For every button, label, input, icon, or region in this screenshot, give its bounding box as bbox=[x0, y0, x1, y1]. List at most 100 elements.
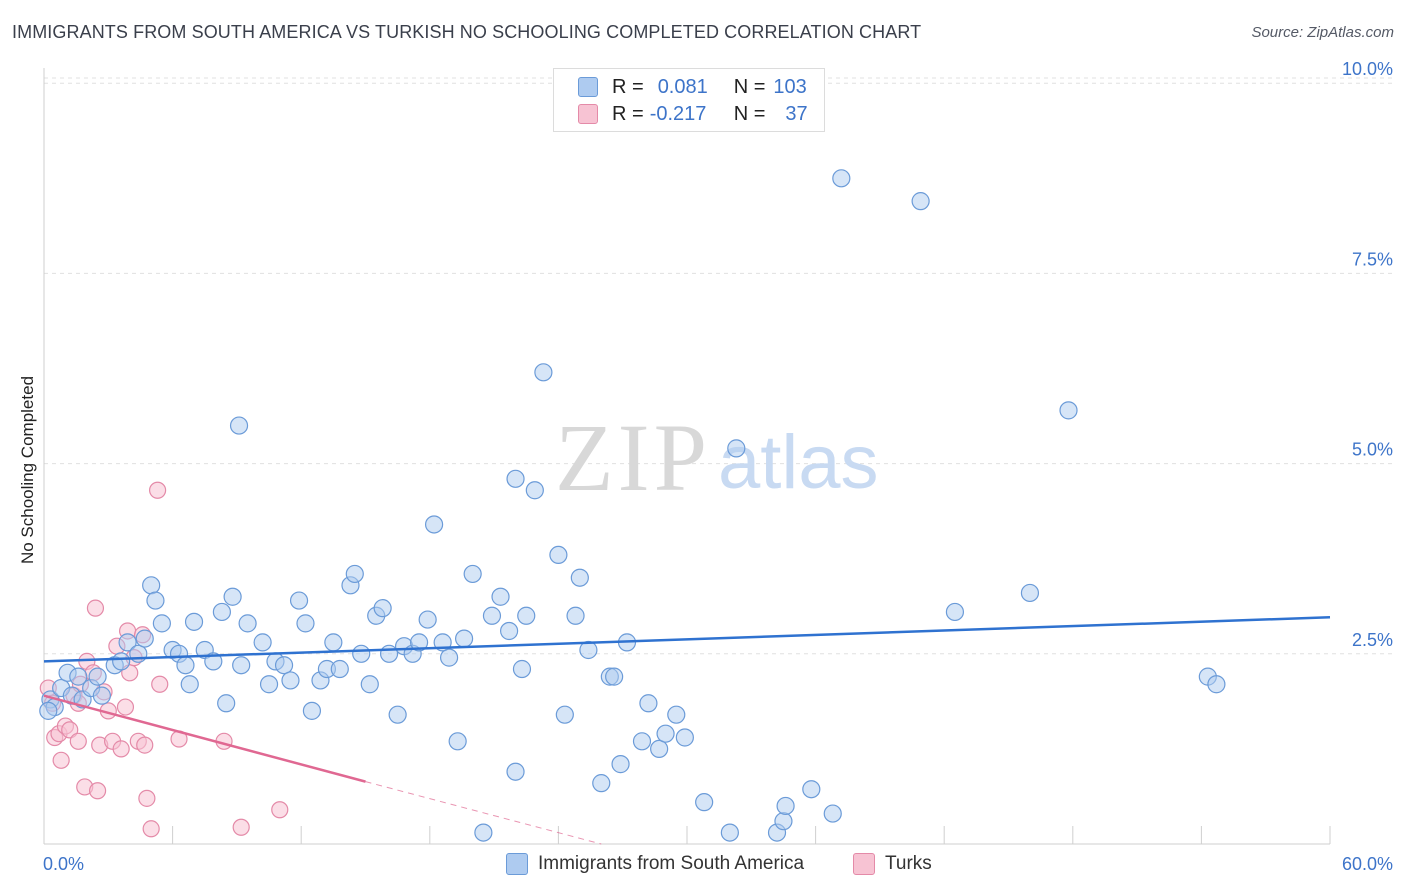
grid-lines bbox=[44, 77, 1392, 655]
data-point-immigrants bbox=[360, 675, 379, 694]
legend-n-value: 103 bbox=[773, 75, 807, 98]
data-point-turks bbox=[86, 599, 105, 617]
data-point-immigrants bbox=[823, 804, 842, 823]
data-point-immigrants bbox=[525, 481, 544, 500]
data-point-immigrants bbox=[774, 812, 793, 831]
trend-lines bbox=[43, 616, 1331, 845]
data-point-turks bbox=[136, 736, 154, 754]
data-point-immigrants bbox=[911, 192, 930, 211]
data-point-immigrants bbox=[281, 671, 300, 690]
data-point-immigrants bbox=[373, 599, 392, 618]
data-point-immigrants bbox=[491, 587, 510, 606]
series-immigrants-points bbox=[39, 169, 1226, 842]
data-point-immigrants bbox=[212, 602, 231, 622]
legend-row-turks: R = -0.217 N = 37 bbox=[578, 102, 808, 126]
data-point-immigrants bbox=[409, 633, 429, 652]
data-point-immigrants bbox=[88, 667, 107, 686]
data-point-immigrants bbox=[129, 644, 148, 663]
data-point-immigrants bbox=[1059, 401, 1078, 420]
data-point-immigrants bbox=[229, 416, 249, 435]
correlation-legend: R = 0.081 N = 103 R = -0.217 N = 37 bbox=[553, 68, 825, 132]
data-point-immigrants bbox=[720, 823, 739, 842]
data-point-immigrants bbox=[289, 591, 309, 610]
data-point-immigrants bbox=[345, 564, 364, 584]
data-point-immigrants bbox=[695, 793, 714, 812]
x-tick-label: 0.0% bbox=[43, 854, 84, 874]
data-point-immigrants bbox=[592, 774, 611, 793]
data-point-immigrants bbox=[232, 656, 251, 675]
data-point-turks bbox=[69, 732, 87, 750]
data-point-turks bbox=[148, 481, 167, 499]
data-point-immigrants bbox=[611, 755, 630, 774]
data-point-immigrants bbox=[482, 606, 502, 625]
data-point-immigrants bbox=[506, 762, 525, 781]
data-point-immigrants bbox=[802, 780, 821, 799]
data-point-turks bbox=[112, 740, 130, 758]
data-point-immigrants bbox=[69, 667, 88, 686]
data-point-immigrants bbox=[500, 621, 519, 641]
data-point-immigrants bbox=[39, 701, 58, 720]
data-point-immigrants bbox=[727, 439, 746, 458]
data-point-turks bbox=[271, 801, 289, 819]
data-point-immigrants bbox=[238, 614, 257, 633]
bottom-legend-swatch-pink bbox=[853, 853, 875, 875]
data-point-immigrants bbox=[146, 591, 165, 610]
data-point-immigrants bbox=[379, 644, 399, 663]
x-tick-label: 60.0% bbox=[1342, 854, 1393, 874]
data-point-immigrants bbox=[176, 656, 195, 675]
data-point-immigrants bbox=[566, 606, 585, 625]
tick-labels: 2.5% 5.0% 7.5% 10.0% 0.0% 60.0% bbox=[43, 59, 1393, 874]
bottom-legend-swatch-blue bbox=[506, 853, 528, 875]
legend-r-value: -0.217 bbox=[649, 102, 707, 125]
data-point-turks bbox=[232, 818, 250, 836]
data-point-immigrants bbox=[184, 612, 204, 631]
chart-title: IMMIGRANTS FROM SOUTH AMERICA VS TURKISH… bbox=[12, 22, 922, 42]
data-point-immigrants bbox=[534, 363, 553, 382]
data-point-immigrants bbox=[463, 564, 482, 584]
data-point-immigrants bbox=[352, 644, 371, 663]
data-point-immigrants bbox=[180, 675, 199, 694]
data-point-turks bbox=[138, 789, 156, 807]
legend-swatch-pink bbox=[578, 104, 598, 124]
data-point-immigrants bbox=[448, 732, 467, 751]
data-point-immigrants bbox=[632, 732, 652, 751]
data-point-immigrants bbox=[776, 796, 795, 816]
legend-r-label: R = bbox=[612, 75, 644, 98]
data-point-immigrants bbox=[142, 576, 161, 595]
y-axis-label: No Schooling Completed bbox=[18, 375, 37, 565]
data-point-turks bbox=[52, 751, 70, 769]
data-point-immigrants bbox=[302, 701, 322, 720]
data-point-immigrants bbox=[512, 659, 532, 679]
data-point-immigrants bbox=[135, 629, 154, 648]
trend-line-immigrants bbox=[43, 616, 1331, 663]
data-point-immigrants bbox=[296, 614, 315, 633]
data-point-immigrants bbox=[639, 694, 658, 713]
trend-line-turks-extrapolated bbox=[365, 781, 602, 845]
data-point-immigrants bbox=[667, 705, 686, 724]
y-tick-label: 5.0% bbox=[1352, 440, 1393, 460]
legend-r-label: R = bbox=[612, 102, 644, 125]
data-point-turks bbox=[88, 782, 107, 800]
legend-r-value: 0.081 bbox=[657, 75, 708, 98]
data-point-turks bbox=[151, 675, 169, 693]
legend-n-value: 37 bbox=[785, 102, 808, 125]
data-point-immigrants bbox=[418, 610, 437, 629]
data-point-immigrants bbox=[439, 648, 459, 667]
trend-line-turks bbox=[43, 694, 366, 783]
bottom-legend-immigrants: Immigrants from South America bbox=[506, 852, 804, 876]
data-point-immigrants bbox=[650, 739, 669, 759]
y-tick-label: 10.0% bbox=[1342, 59, 1393, 79]
data-point-turks bbox=[142, 820, 160, 838]
data-point-immigrants bbox=[945, 602, 965, 622]
watermark-atlas: atlas bbox=[718, 420, 879, 505]
legend-n-label: N = bbox=[733, 75, 766, 98]
data-point-immigrants bbox=[555, 705, 574, 724]
data-point-immigrants bbox=[223, 587, 242, 606]
data-point-immigrants bbox=[324, 633, 343, 652]
data-point-turks bbox=[116, 698, 135, 716]
y-tick-label: 7.5% bbox=[1352, 249, 1393, 269]
data-point-immigrants bbox=[253, 633, 272, 652]
data-point-immigrants bbox=[259, 675, 279, 694]
data-point-immigrants bbox=[152, 614, 171, 633]
